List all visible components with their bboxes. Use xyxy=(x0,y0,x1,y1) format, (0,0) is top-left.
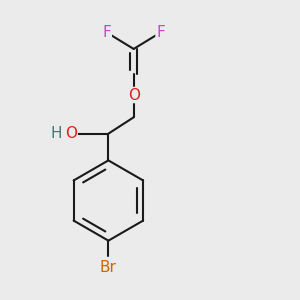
Text: F: F xyxy=(156,25,165,40)
Text: O: O xyxy=(65,126,77,141)
Text: H: H xyxy=(51,126,62,141)
Text: Br: Br xyxy=(100,260,117,275)
Text: F: F xyxy=(103,25,111,40)
Text: O: O xyxy=(128,88,140,103)
